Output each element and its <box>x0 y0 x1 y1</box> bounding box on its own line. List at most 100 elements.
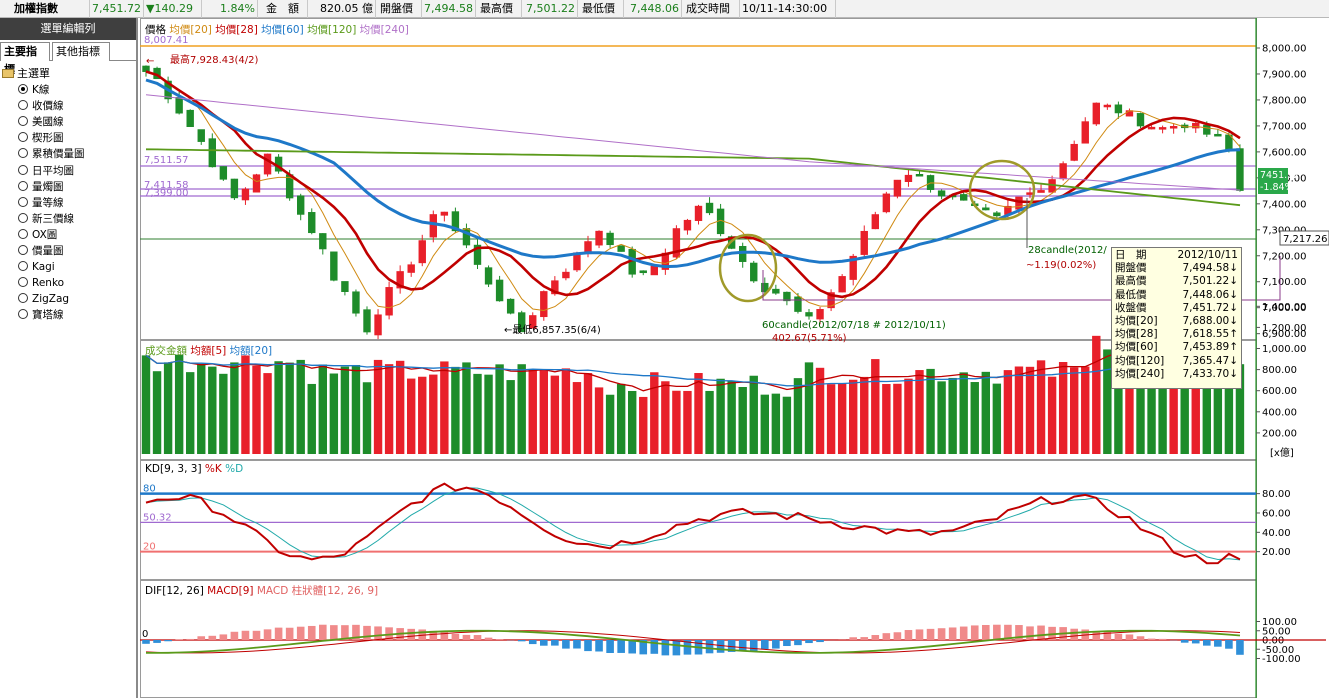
menu-item-label: 量等線 <box>32 196 64 209</box>
candle-body <box>650 265 659 276</box>
candle-body <box>882 193 891 213</box>
volume-bar <box>495 364 504 454</box>
candle-body <box>1103 104 1112 108</box>
volume-bar <box>208 366 217 454</box>
volume-bar <box>219 373 228 454</box>
legend-entry: MACD 柱狀體[12, 26, 9] <box>256 585 379 597</box>
stock-chart[interactable]: 8,000.00 7,900.00 7,800.00 7,700.00 7,600.00… <box>140 18 1329 698</box>
volume-bar <box>804 362 814 454</box>
candle-body <box>849 255 857 280</box>
macd-bar <box>761 640 769 649</box>
radio-icon[interactable] <box>18 261 28 272</box>
volume-bar <box>517 364 526 454</box>
radio-icon[interactable] <box>18 196 28 207</box>
radio-icon[interactable] <box>18 212 28 223</box>
tab-main-indicators[interactable]: 主要指標 <box>0 42 50 76</box>
candle-body <box>451 211 460 232</box>
menu-item[interactable]: Renko <box>18 275 64 291</box>
menu-item[interactable]: 量燭圖 <box>18 179 64 195</box>
radio-icon[interactable] <box>18 293 28 304</box>
tooltip-row: 開盤價 7,494.58↓ <box>1115 262 1238 275</box>
radio-icon[interactable] <box>18 277 28 288</box>
volume-bar <box>572 382 582 454</box>
last-price-box-pct: -1.84% <box>1260 182 1294 193</box>
macd-bar <box>363 625 371 640</box>
candle-body <box>937 190 946 197</box>
candle-body <box>915 174 924 177</box>
candle-body <box>363 309 371 333</box>
arrow-label: ← <box>146 56 154 67</box>
macd-dif-line <box>146 629 1241 654</box>
last-price-box <box>1258 168 1288 194</box>
legend-entry: MACD[9] <box>207 585 257 597</box>
volume-bar <box>407 378 416 454</box>
candle-body <box>263 153 272 175</box>
menu-item[interactable]: 楔形圖 <box>18 130 64 146</box>
radio-icon[interactable] <box>18 132 28 143</box>
y-tick-label: 7,100.00 <box>1262 277 1307 288</box>
radio-icon[interactable] <box>18 164 28 175</box>
volume-bar <box>296 359 305 454</box>
menu-item[interactable]: 日平均圖 <box>18 163 74 179</box>
menu-root[interactable]: 主選單 <box>2 66 50 82</box>
tab-other-indicators[interactable]: 其他指標 <box>52 42 110 61</box>
candle-body <box>761 282 769 293</box>
menu-item[interactable]: ZigZag <box>18 291 69 307</box>
candle-note-28-value: ~1.19(0.02%) <box>1026 260 1096 271</box>
macd-bar <box>540 640 548 646</box>
tooltip-row: 均價[120] 7,365.47↓ <box>1115 354 1238 367</box>
volume-bar <box>174 354 184 454</box>
menu-item[interactable]: K線 <box>18 82 49 98</box>
volume-bar <box>981 371 990 454</box>
radio-icon[interactable] <box>18 84 28 94</box>
radio-icon[interactable] <box>18 148 28 159</box>
macd-bar <box>208 635 217 640</box>
y-tick-label: 7,800.00 <box>1262 95 1307 106</box>
candle-body <box>1147 126 1156 130</box>
radio-icon[interactable] <box>18 180 28 191</box>
macd-bar <box>727 640 736 652</box>
highlight-circle <box>968 159 1036 221</box>
price-change-pct: 1.84% <box>202 0 258 18</box>
legend-entry: 均額[5] <box>190 345 230 357</box>
macd-bar <box>617 640 625 653</box>
kd-legend: KD[9, 3, 3] %K %D <box>145 463 243 475</box>
menu-item[interactable]: 新三價線 <box>18 211 74 227</box>
menu-item[interactable]: 量等線 <box>18 195 64 211</box>
menu-item[interactable]: 價量圖 <box>18 243 64 259</box>
radio-icon[interactable] <box>18 228 28 239</box>
radio-icon[interactable] <box>18 245 28 255</box>
radio-icon[interactable] <box>18 100 28 111</box>
volume-bar <box>395 360 405 454</box>
y-tick-label: 800.00 <box>1262 365 1297 376</box>
volume-bar <box>749 375 758 454</box>
macd-bar <box>352 624 360 640</box>
menu-item[interactable]: 寶塔線 <box>18 307 64 323</box>
volume-bar <box>1191 378 1200 454</box>
volume-bar <box>141 355 151 454</box>
macd-bar <box>1203 640 1211 646</box>
candle-body <box>1158 127 1167 130</box>
macd-bar <box>307 625 316 640</box>
candle-body <box>893 179 902 197</box>
menu-item[interactable]: Kagi <box>18 259 55 275</box>
tooltip-row: 均價[60] 7,453.89↑ <box>1115 341 1238 354</box>
candle-body <box>772 288 780 294</box>
radio-icon[interactable] <box>18 116 28 127</box>
time-value: 10/11-14:30:00 <box>740 0 836 18</box>
candle-body <box>794 296 802 312</box>
data-tooltip: 日 期 2012/10/11 開盤價 7,494.58↓ 最高價 7,501.22↓ 最低價… <box>1111 247 1242 389</box>
radio-icon[interactable] <box>18 309 28 320</box>
menu-item[interactable]: 美國線 <box>18 114 64 130</box>
candle-body <box>1114 104 1123 114</box>
volume-bar <box>871 359 880 454</box>
menu-item[interactable]: OX圖 <box>18 227 57 243</box>
macd-bar <box>683 640 692 655</box>
macd-bar <box>926 628 935 640</box>
menu-item[interactable]: 收價線 <box>18 98 64 114</box>
volume-bar <box>628 390 637 454</box>
indicator-tabs: 主要指標 其他指標 <box>0 41 136 76</box>
menu-item[interactable]: 累積價量圖 <box>18 146 85 162</box>
ref-label: 8,007.41 <box>144 35 189 46</box>
macd-bar <box>1070 628 1078 640</box>
